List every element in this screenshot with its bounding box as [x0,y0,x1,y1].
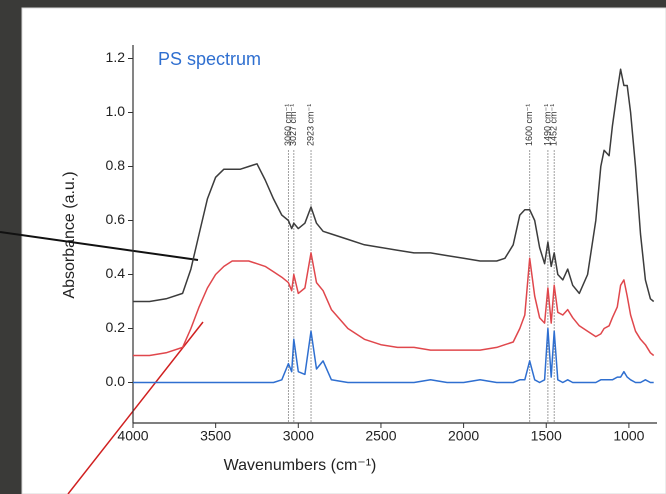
annotation-label: 1452 cm⁻¹ [549,104,559,146]
x-tick-label: 3000 [283,428,314,444]
pointer-line [0,231,199,261]
x-tick-label: 1000 [613,428,644,444]
x-tick-label: 4000 [117,428,148,444]
annotation-label: 1490 cm⁻¹ [542,104,552,146]
panel [21,7,666,494]
annotation-label: 3060 cm⁻¹ [283,104,293,146]
chart-title: PS spectrum [158,49,261,69]
spectrum-line [133,252,655,357]
annotation-label: 2923 cm⁻¹ [305,104,315,146]
annotation-label: 1600 cm⁻¹ [524,104,534,146]
y-tick-label: 1.0 [106,103,126,119]
x-tick-label: 2000 [448,428,479,444]
y-axis-title: Absorbance (a.u.) [61,171,78,298]
x-tick-label: 3500 [200,428,231,444]
annotation-label: 3027 cm⁻¹ [288,104,298,146]
y-tick-label: 0.4 [106,265,126,281]
spectrum-line [133,68,655,303]
y-tick-label: 0.8 [106,157,126,173]
x-tick-label: 1500 [531,428,562,444]
y-tick-label: 1.2 [106,49,126,65]
spectrum-line [133,327,654,384]
x-tick-label: 2500 [365,428,396,444]
x-axis-title: Wavenumbers (cm⁻¹) [224,457,377,474]
y-tick-label: 0.0 [106,373,126,389]
y-tick-label: 0.2 [106,319,126,335]
pointer-line [67,321,204,494]
y-tick-label: 0.6 [106,211,126,227]
